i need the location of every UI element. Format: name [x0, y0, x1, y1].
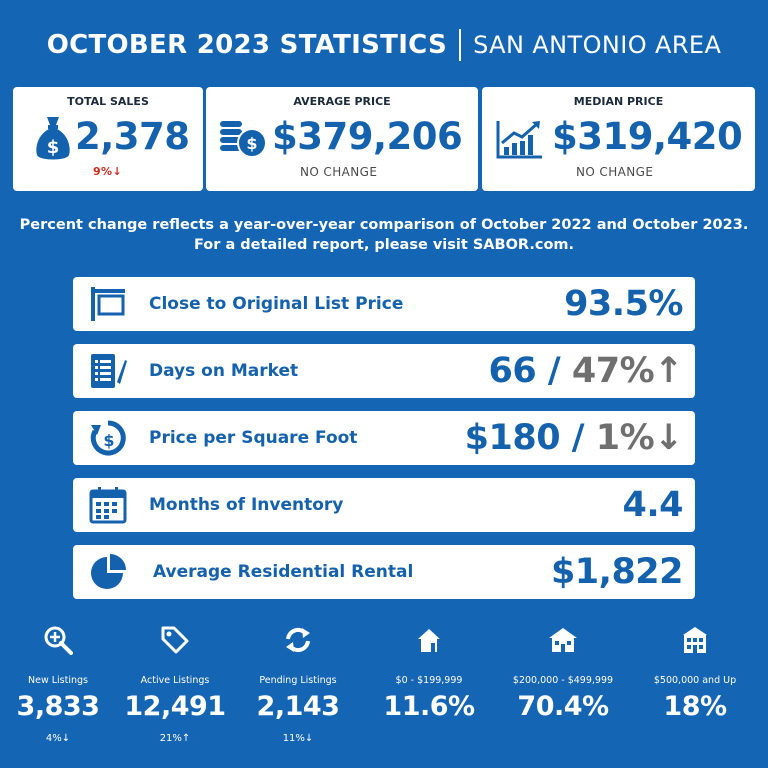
- dollar-refresh-icon: $: [90, 420, 126, 456]
- row-main-value: $180: [464, 418, 561, 458]
- row-separator: /: [547, 351, 561, 391]
- stat-new-listings: New Listings 3,833 4%↓: [0, 625, 123, 744]
- stat-label: $200,000 - $499,999: [512, 675, 614, 686]
- stat-value: 3,833: [16, 691, 100, 722]
- average-price-note: NO CHANGE: [300, 165, 378, 179]
- tag-icon: [161, 626, 189, 654]
- stat-value: 70.4%: [517, 691, 609, 722]
- row-average-rental: Average Residential Rental $1,822: [73, 545, 695, 599]
- row-value: $180 / 1%↓: [464, 411, 684, 465]
- coins-icon: $: [220, 121, 267, 158]
- row-value: 4.4: [622, 478, 683, 532]
- stat-price-low: $0 - $199,999 11.6%: [364, 625, 494, 722]
- row-main-value: $1,822: [550, 552, 684, 592]
- stat-price-high: $500,000 and Up 18%: [630, 625, 760, 722]
- stat-label: Active Listings: [140, 675, 210, 686]
- svg-text:$: $: [246, 134, 257, 153]
- total-sales-value: 2,378: [75, 115, 190, 158]
- row-separator: /: [571, 418, 585, 458]
- row-months-inventory: Months of Inventory 4.4: [73, 478, 695, 532]
- svg-text:$: $: [103, 431, 114, 450]
- info-line-2: For a detailed report, please visit SABO…: [193, 237, 575, 253]
- row-value: 93.5%: [564, 277, 683, 331]
- stat-price-mid: $200,000 - $499,999 70.4%: [498, 625, 628, 722]
- stat-active-listings: Active Listings 12,491 21%↑: [110, 625, 240, 744]
- average-price-value: $379,206: [272, 115, 463, 158]
- small-house-icon: [418, 629, 440, 652]
- total-sales-card: TOTAL SALES $ 2,378 9%↓: [13, 87, 203, 191]
- page-title: OCTOBER 2023 STATISTICS: [46, 30, 448, 60]
- stat-change: 21%↑: [159, 733, 191, 744]
- stat-change: 11%↓: [282, 733, 314, 744]
- svg-text:$: $: [47, 137, 60, 158]
- sign-post-icon: [91, 287, 125, 321]
- stat-label: New Listings: [28, 675, 88, 686]
- stat-label: $500,000 and Up: [653, 675, 737, 686]
- info-text: Percent change reflects a year-over-year…: [0, 215, 768, 255]
- refresh-arrows-icon: [286, 627, 310, 653]
- row-label: Average Residential Rental: [153, 562, 414, 582]
- info-line-1: Percent change reflects a year-over-year…: [19, 217, 749, 233]
- row-change-value: 47%↑: [571, 351, 684, 391]
- stat-value: 12,491: [124, 691, 226, 722]
- document-pen-icon: [91, 354, 127, 388]
- chart-up-icon: [496, 121, 542, 159]
- median-price-value: $319,420: [552, 115, 743, 158]
- total-sales-label: TOTAL SALES: [67, 95, 149, 108]
- page-subtitle: SAN ANTONIO AREA: [473, 31, 722, 59]
- row-value: 66 / 47%↑: [489, 344, 684, 398]
- average-price-label: AVERAGE PRICE: [293, 95, 391, 108]
- median-price-card: MEDIAN PRICE $319,420 NO CHANGE: [482, 87, 755, 191]
- row-label: Months of Inventory: [149, 495, 344, 515]
- total-sales-change: 9%↓: [93, 165, 123, 178]
- stat-change: 4%↓: [45, 733, 71, 744]
- stat-value: 11.6%: [383, 691, 475, 722]
- median-price-note: NO CHANGE: [576, 165, 654, 179]
- header-divider: [459, 29, 462, 61]
- stat-value: 18%: [663, 691, 727, 722]
- large-house-icon: [683, 627, 707, 653]
- row-main-value: 93.5%: [564, 284, 683, 324]
- row-days-on-market: Days on Market 66 / 47%↑: [73, 344, 695, 398]
- average-price-card: AVERAGE PRICE $ $379,206 NO CHANGE: [206, 87, 478, 191]
- row-close-to-list: Close to Original List Price 93.5%: [73, 277, 695, 331]
- row-label: Days on Market: [149, 361, 299, 381]
- stat-value: 2,143: [256, 691, 340, 722]
- money-bag-icon: $: [36, 117, 70, 160]
- row-label: Price per Square Foot: [149, 428, 358, 448]
- page-header: OCTOBER 2023 STATISTICS SAN ANTONIO AREA: [0, 28, 768, 62]
- row-price-per-sqft: $ Price per Square Foot $180 / 1%↓: [73, 411, 695, 465]
- calendar-icon: [89, 487, 127, 524]
- row-main-value: 4.4: [622, 485, 683, 525]
- stat-pending-listings: Pending Listings 2,143 11%↓: [233, 625, 363, 744]
- stat-label: $0 - $199,999: [395, 675, 463, 686]
- row-value: $1,822: [550, 545, 684, 599]
- medium-house-icon: [549, 628, 577, 652]
- median-price-label: MEDIAN PRICE: [573, 95, 664, 108]
- magnify-plus-icon: [44, 626, 73, 655]
- row-main-value: 66: [488, 351, 537, 391]
- pie-chart-icon: [91, 554, 126, 589]
- stat-label: Pending Listings: [259, 675, 337, 686]
- row-label: Close to Original List Price: [149, 294, 404, 314]
- row-change-value: 1%↓: [595, 418, 684, 458]
